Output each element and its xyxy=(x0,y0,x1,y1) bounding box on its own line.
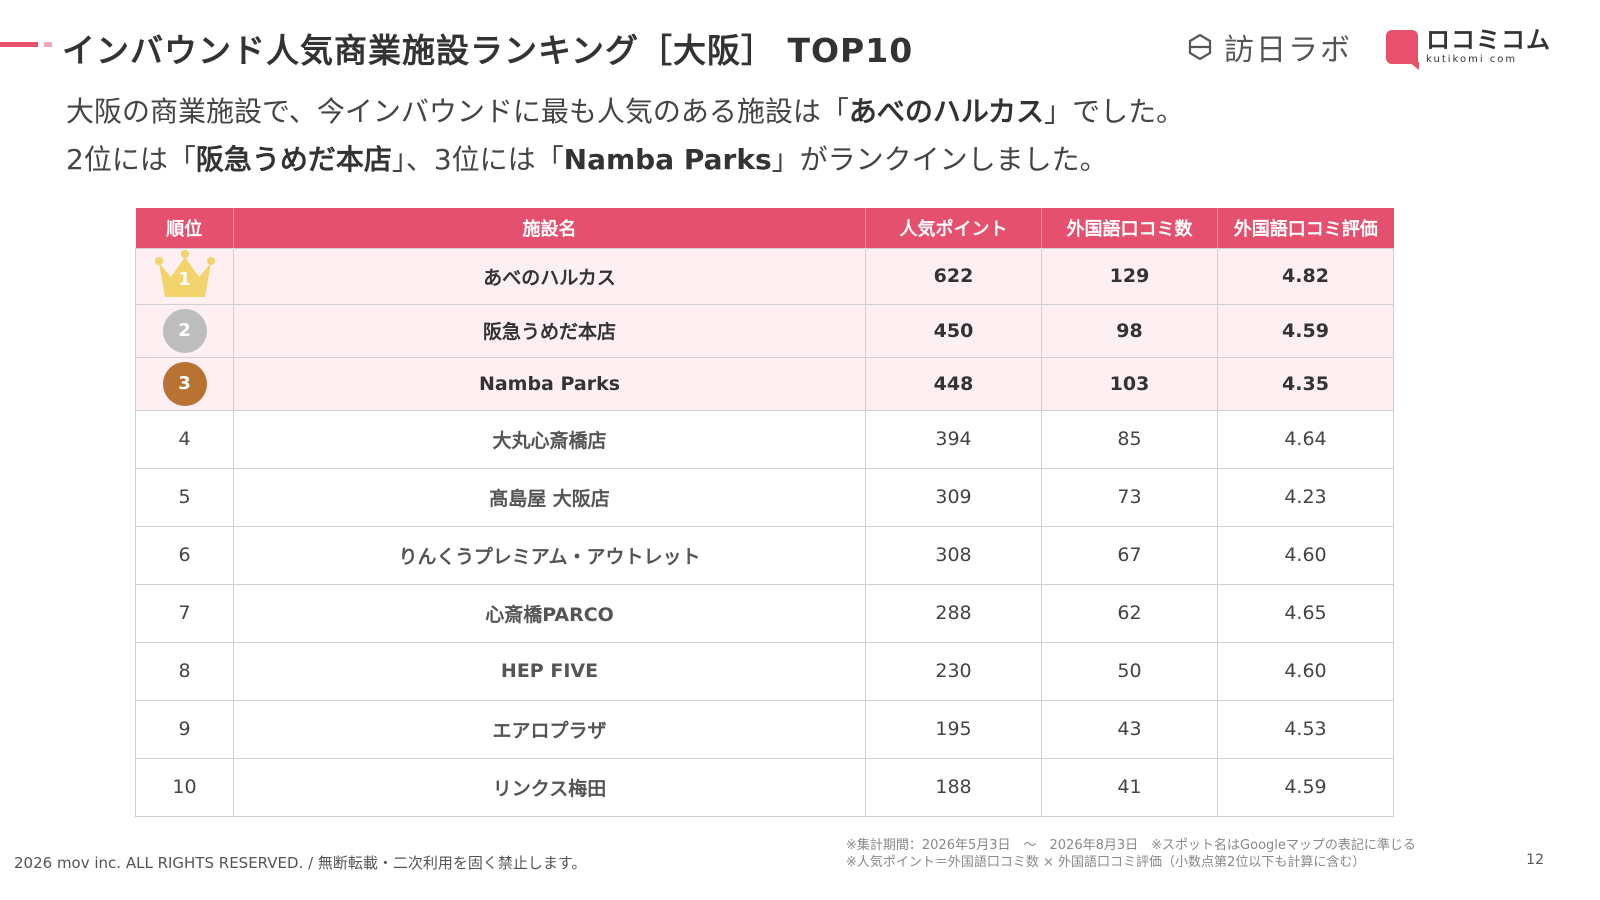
table-row: 5 髙島屋 大阪店 309 73 4.23 xyxy=(135,467,1394,527)
rank-cell: 1 xyxy=(135,247,234,305)
rank-cell: 4 xyxy=(135,409,234,469)
rank-cell: 10 xyxy=(135,757,234,817)
copyright-text: 2026 mov inc. ALL RIGHTS RESERVED. / 無断転… xyxy=(14,854,587,872)
rating-cell: 4.64 xyxy=(1217,409,1394,469)
houjin-lab-mark-icon xyxy=(1188,33,1212,61)
footnote-formula: ※人気ポイント＝外国語口コミ数 × 外国語口コミ評価（小数点第2位以下も計算に含… xyxy=(846,855,1366,870)
reviews-cell: 50 xyxy=(1041,641,1218,701)
rating-cell: 4.60 xyxy=(1217,641,1394,701)
header-reviews: 外国語口コミ数 xyxy=(1041,208,1218,248)
highlight-second: 阪急うめだ本店 xyxy=(195,143,392,176)
points-cell: 230 xyxy=(865,641,1042,701)
ranking-table: 順位 施設名 人気ポイント 外国語口コミ数 外国語口コミ評価 xyxy=(135,208,1394,817)
rating-cell: 4.60 xyxy=(1217,525,1394,585)
rating-cell: 4.35 xyxy=(1217,356,1394,411)
rating-cell: 4.65 xyxy=(1217,583,1394,643)
intro-line-1: 大阪の商業施設で、今インバウンドに最も人気のある施設は「あべのハルカス」でした。 xyxy=(66,95,1185,128)
footnote-period: ※集計期間：2026年5月3日 ～ 2026年8月3日 ※スポット名はGoogl… xyxy=(846,838,1416,853)
points-cell: 622 xyxy=(865,247,1042,305)
rating-cell: 4.82 xyxy=(1217,247,1394,305)
rank-cell: 6 xyxy=(135,525,234,585)
houjin-lab-logo-text: 訪日ラボ xyxy=(1224,33,1352,68)
crown-icon: 1 xyxy=(153,249,217,299)
table-row: 6 りんくうプレミアム・アウトレット 308 67 4.60 xyxy=(135,525,1394,585)
points-cell: 448 xyxy=(865,356,1042,411)
rating-cell: 4.59 xyxy=(1217,757,1394,817)
silver-medal-icon: 2 xyxy=(162,308,207,353)
bronze-medal-icon: 3 xyxy=(162,361,207,406)
reviews-cell: 98 xyxy=(1041,303,1218,358)
points-cell: 188 xyxy=(865,757,1042,817)
table-row: 2 阪急うめだ本店 450 98 4.59 xyxy=(135,303,1394,358)
reviews-cell: 62 xyxy=(1041,583,1218,643)
facility-name: リンクス梅田 xyxy=(233,757,866,817)
rank-cell: 2 xyxy=(135,303,234,358)
facility-name: 心斎橋PARCO xyxy=(233,583,866,643)
rank-cell: 3 xyxy=(135,356,234,411)
facility-name: 大丸心斎橋店 xyxy=(233,409,866,469)
facility-name: HEP FIVE xyxy=(233,641,866,701)
table-row: 10 リンクス梅田 188 41 4.59 xyxy=(135,757,1394,817)
table-header-row: 順位 施設名 人気ポイント 外国語口コミ数 外国語口コミ評価 xyxy=(135,208,1394,248)
intro-line-2: 2位には「阪急うめだ本店」、3位には「Namba Parks」がランクインしまし… xyxy=(66,143,1108,176)
points-cell: 309 xyxy=(865,467,1042,527)
highlight-third: Namba Parks xyxy=(563,143,772,176)
kuchikomi-logo-text: ロコミコム xyxy=(1426,26,1551,54)
page-number: 12 xyxy=(1526,852,1544,868)
reviews-cell: 85 xyxy=(1041,409,1218,469)
points-cell: 308 xyxy=(865,525,1042,585)
facility-name: エアロプラザ xyxy=(233,699,866,759)
points-cell: 450 xyxy=(865,303,1042,358)
highlight-first: あべのハルカス xyxy=(848,95,1045,128)
table-row: 8 HEP FIVE 230 50 4.60 xyxy=(135,641,1394,701)
facility-name: りんくうプレミアム・アウトレット xyxy=(233,525,866,585)
rank-cell: 5 xyxy=(135,467,234,527)
page-title: インバウンド人気商業施設ランキング［大阪］ TOP10 xyxy=(62,31,914,70)
footnotes: ※集計期間：2026年5月3日 ～ 2026年8月3日 ※スポット名はGoogl… xyxy=(846,837,1416,871)
facility-name: Namba Parks xyxy=(233,356,866,411)
reviews-cell: 43 xyxy=(1041,699,1218,759)
rating-cell: 4.23 xyxy=(1217,467,1394,527)
rank-cell: 9 xyxy=(135,699,234,759)
header-rating: 外国語口コミ評価 xyxy=(1217,208,1394,248)
kuchikomi-com-logo: ロコミコム kutikomi com xyxy=(1386,26,1551,70)
header-rank: 順位 xyxy=(135,208,234,248)
facility-name: 阪急うめだ本店 xyxy=(233,303,866,358)
rank-cell: 8 xyxy=(135,641,234,701)
speech-bubble-icon xyxy=(1386,29,1419,70)
table-row: 4 大丸心斎橋店 394 85 4.64 xyxy=(135,409,1394,469)
rank-number: 1 xyxy=(178,268,191,290)
title-accent-line xyxy=(0,42,52,47)
facility-name: 髙島屋 大阪店 xyxy=(233,467,866,527)
rating-cell: 4.59 xyxy=(1217,303,1394,358)
header-name: 施設名 xyxy=(233,208,866,248)
facility-name: あべのハルカス xyxy=(233,247,866,305)
table-row: 9 エアロプラザ 195 43 4.53 xyxy=(135,699,1394,759)
header-points: 人気ポイント xyxy=(865,208,1042,248)
kuchikomi-logo-subtext: kutikomi com xyxy=(1426,54,1518,65)
reviews-cell: 129 xyxy=(1041,247,1218,305)
houjin-lab-logo: 訪日ラボ xyxy=(1184,28,1352,68)
table-row: 3 Namba Parks 448 103 4.35 xyxy=(135,356,1394,411)
reviews-cell: 41 xyxy=(1041,757,1218,817)
rank-cell: 7 xyxy=(135,583,234,643)
rating-cell: 4.53 xyxy=(1217,699,1394,759)
reviews-cell: 73 xyxy=(1041,467,1218,527)
table-row: 7 心斎橋PARCO 288 62 4.65 xyxy=(135,583,1394,643)
reviews-cell: 67 xyxy=(1041,525,1218,585)
points-cell: 195 xyxy=(865,699,1042,759)
points-cell: 288 xyxy=(865,583,1042,643)
intro-text: 大阪の商業施設で、今インバウンドに最も人気のある施設は「あべのハルカス」でした。… xyxy=(66,88,1466,184)
table-row: 1 あべのハルカス 622 129 4.82 xyxy=(135,247,1394,305)
points-cell: 394 xyxy=(865,409,1042,469)
reviews-cell: 103 xyxy=(1041,356,1218,411)
